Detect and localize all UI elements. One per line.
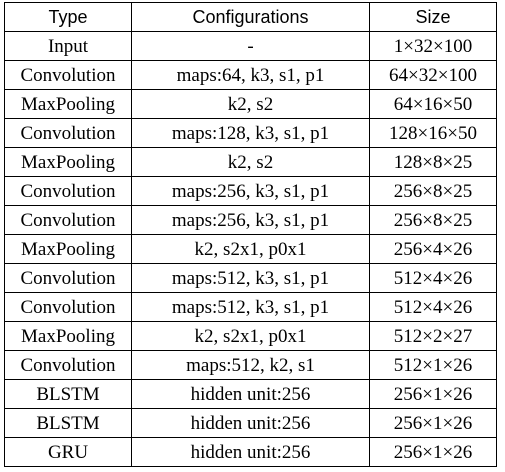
- cell-size: 256×1×26: [369, 408, 497, 438]
- cell-size: 1×32×100: [369, 31, 497, 61]
- cell-size: 256×4×26: [369, 234, 497, 264]
- cell-size: 256×1×26: [369, 437, 497, 467]
- table-row: Convolution maps:256, k3, s1, p1 256×8×25: [4, 176, 497, 206]
- cell-configurations: hidden unit:256: [131, 379, 370, 409]
- header-size: Size: [369, 2, 497, 32]
- table-row: BLSTM hidden unit:256 256×1×26: [4, 379, 497, 409]
- cell-type: BLSTM: [4, 408, 132, 438]
- network-architecture-table: Type Configurations Size Input -1×32×100 C…: [4, 2, 497, 467]
- network-architecture-table-container: Type Configurations Size Input -1×32×100 C…: [4, 2, 497, 467]
- cell-size: 512×2×27: [369, 321, 497, 351]
- table-row: Convolution maps:256, k3, s1, p1 256×8×25: [4, 205, 497, 235]
- table-row: MaxPooling k2, s2 64×16×50: [4, 89, 497, 119]
- header-type: Type: [4, 2, 132, 32]
- cell-size: 128×16×50: [369, 118, 497, 148]
- table-row: MaxPooling k2, s2x1, p0x1 512×2×27: [4, 321, 497, 351]
- header-row: Type Configurations Size: [4, 2, 497, 32]
- cell-size: 512×1×26: [369, 350, 497, 380]
- cell-configurations: k2, s2x1, p0x1: [131, 234, 370, 264]
- cell-configurations: k2, s2x1, p0x1: [131, 321, 370, 351]
- cell-size: 64×32×100: [369, 60, 497, 90]
- table-row: Convolution maps:64, k3, s1, p1 64×32×100: [4, 60, 497, 90]
- cell-type: Input: [4, 31, 132, 61]
- cell-type: BLSTM: [4, 379, 132, 409]
- cell-size: 512×4×26: [369, 292, 497, 322]
- table-row: Convolution maps:512, k3, s1, p1 512×4×26: [4, 292, 497, 322]
- table-row: MaxPooling k2, s2x1, p0x1 256×4×26: [4, 234, 497, 264]
- cell-configurations: hidden unit:256: [131, 408, 370, 438]
- table-row: MaxPooling k2, s2 128×8×25: [4, 147, 497, 177]
- cell-size: 128×8×25: [369, 147, 497, 177]
- cell-configurations: maps:128, k3, s1, p1: [131, 118, 370, 148]
- cell-type: Convolution: [4, 176, 132, 206]
- table-row: GRU hidden unit:256 256×1×26: [4, 437, 497, 467]
- header-configurations: Configurations: [131, 2, 370, 32]
- cell-type: Convolution: [4, 118, 132, 148]
- cell-type: MaxPooling: [4, 147, 132, 177]
- cell-type: MaxPooling: [4, 89, 132, 119]
- cell-size: 512×4×26: [369, 263, 497, 293]
- cell-configurations: -: [131, 31, 370, 61]
- table-row: Convolution maps:512, k2, s1 512×1×26: [4, 350, 497, 380]
- table-header: Type Configurations Size: [4, 2, 497, 32]
- cell-size: 64×16×50: [369, 89, 497, 119]
- table-row: Convolution maps:128, k3, s1, p1 128×16×50: [4, 118, 497, 148]
- cell-configurations: k2, s2: [131, 89, 370, 119]
- cell-size: 256×8×25: [369, 205, 497, 235]
- cell-type: MaxPooling: [4, 234, 132, 264]
- cell-configurations: maps:512, k3, s1, p1: [131, 263, 370, 293]
- table-row: BLSTM hidden unit:256 256×1×26: [4, 408, 497, 438]
- cell-type: Convolution: [4, 60, 132, 90]
- cell-type: Convolution: [4, 350, 132, 380]
- cell-configurations: maps:256, k3, s1, p1: [131, 176, 370, 206]
- cell-size: 256×8×25: [369, 176, 497, 206]
- cell-type: Convolution: [4, 292, 132, 322]
- cell-configurations: maps:256, k3, s1, p1: [131, 205, 370, 235]
- cell-type: GRU: [4, 437, 132, 467]
- cell-configurations: maps:64, k3, s1, p1: [131, 60, 370, 90]
- cell-configurations: maps:512, k2, s1: [131, 350, 370, 380]
- cell-configurations: hidden unit:256: [131, 437, 370, 467]
- table-body: Input -1×32×100 Convolution maps:64, k3, s1…: [4, 31, 497, 467]
- cell-configurations: k2, s2: [131, 147, 370, 177]
- table-row: Input -1×32×100: [4, 31, 497, 61]
- cell-size: 256×1×26: [369, 379, 497, 409]
- cell-type: Convolution: [4, 263, 132, 293]
- cell-configurations: maps:512, k3, s1, p1: [131, 292, 370, 322]
- table-row: Convolution maps:512, k3, s1, p1 512×4×26: [4, 263, 497, 293]
- cell-type: Convolution: [4, 205, 132, 235]
- cell-type: MaxPooling: [4, 321, 132, 351]
